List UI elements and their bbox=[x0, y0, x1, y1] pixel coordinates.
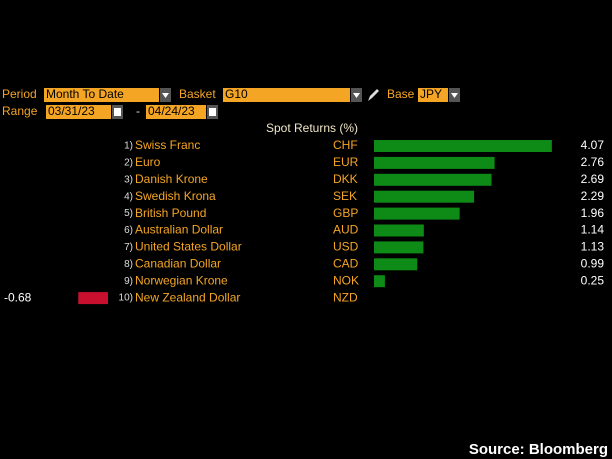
end-date[interactable] bbox=[146, 105, 206, 119]
value-label: 2.76 bbox=[581, 155, 605, 169]
currency-name: New Zealand Dollar bbox=[135, 290, 240, 304]
basket-value[interactable]: G10 bbox=[225, 87, 248, 101]
base-value[interactable]: JPY bbox=[420, 87, 442, 101]
start-date[interactable] bbox=[46, 105, 111, 119]
currency-code: CHF bbox=[333, 138, 358, 152]
bar bbox=[374, 207, 460, 220]
value-label: 0.99 bbox=[581, 256, 605, 270]
currency-name: Canadian Dollar bbox=[135, 256, 221, 270]
calendar-icon bbox=[209, 108, 216, 116]
arrow-icon bbox=[353, 93, 360, 98]
currency-code: USD bbox=[333, 240, 359, 254]
currency-code: SEK bbox=[333, 189, 357, 203]
rank: 7) bbox=[124, 242, 133, 253]
bar bbox=[374, 241, 424, 254]
start-value[interactable]: 03/31/23 bbox=[48, 104, 95, 118]
currency-name: Danish Krone bbox=[135, 172, 208, 186]
bar bbox=[374, 140, 552, 152]
currency-name: Euro bbox=[135, 155, 161, 169]
chart-title: Spot Returns (%) bbox=[266, 121, 358, 135]
currency-name: United States Dollar bbox=[135, 240, 242, 254]
value-label: 2.29 bbox=[581, 189, 605, 203]
currency-code: CAD bbox=[333, 256, 359, 270]
range-separator: - bbox=[136, 104, 140, 118]
rank: 4) bbox=[124, 191, 133, 202]
arrow-icon bbox=[451, 93, 458, 98]
end-value[interactable]: 04/24/23 bbox=[148, 104, 195, 118]
bar bbox=[374, 156, 495, 169]
rank: 1) bbox=[124, 141, 133, 152]
value-label: 4.07 bbox=[581, 138, 605, 152]
bar bbox=[374, 258, 418, 271]
bar bbox=[374, 173, 492, 186]
currency-name: Swedish Krona bbox=[135, 189, 216, 203]
currency-code: DKK bbox=[333, 172, 358, 186]
arrow-icon bbox=[162, 93, 169, 98]
value-label: 1.13 bbox=[581, 240, 605, 254]
rank: 3) bbox=[124, 174, 133, 185]
currency-code: EUR bbox=[333, 155, 359, 169]
range-label: Range bbox=[2, 104, 38, 118]
currency-code: NOK bbox=[333, 273, 359, 287]
currency-code: NZD bbox=[333, 290, 358, 304]
currency-code: AUD bbox=[333, 223, 359, 237]
period-label: Period bbox=[2, 87, 37, 101]
base-label: Base bbox=[387, 87, 415, 101]
bar bbox=[374, 275, 385, 288]
rank: 2) bbox=[124, 158, 133, 169]
currency-name: British Pound bbox=[135, 206, 206, 220]
period-value[interactable]: Month To Date bbox=[46, 87, 124, 101]
bar bbox=[374, 224, 424, 237]
rank: 8) bbox=[124, 259, 133, 270]
bar bbox=[78, 292, 108, 305]
period-dropdown[interactable] bbox=[44, 88, 159, 102]
rank: 10) bbox=[119, 293, 133, 304]
source: Source: Bloomberg bbox=[469, 441, 608, 458]
rank: 5) bbox=[124, 208, 133, 219]
basket-label: Basket bbox=[179, 87, 216, 101]
currency-name: Swiss Franc bbox=[135, 138, 200, 152]
value-label: -0.68 bbox=[4, 290, 32, 304]
value-label: 1.14 bbox=[581, 223, 605, 237]
basket-dropdown[interactable] bbox=[223, 88, 350, 102]
value-label: 1.96 bbox=[581, 206, 605, 220]
currency-code: GBP bbox=[333, 206, 358, 220]
bar bbox=[374, 190, 475, 203]
rank: 6) bbox=[124, 225, 133, 236]
edit-icon[interactable] bbox=[368, 89, 379, 101]
rank: 9) bbox=[124, 276, 133, 287]
base-dropdown[interactable] bbox=[418, 88, 448, 102]
currency-name: Norwegian Krone bbox=[135, 273, 228, 287]
value-label: 0.25 bbox=[581, 273, 605, 287]
value-label: 2.69 bbox=[581, 172, 605, 186]
calendar-icon bbox=[114, 108, 121, 116]
currency-name: Australian Dollar bbox=[135, 223, 223, 237]
